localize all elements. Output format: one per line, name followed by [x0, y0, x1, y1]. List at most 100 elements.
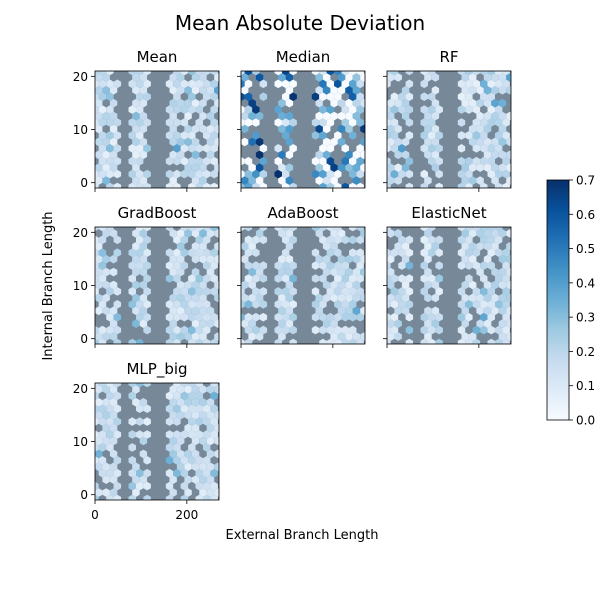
hexbin-cell: [405, 248, 414, 257]
hexbin-cell: [465, 235, 473, 245]
hexbin-cell: [315, 150, 323, 160]
hexbin-cell: [360, 293, 365, 303]
colorbar-tick-label: 0.5: [576, 242, 595, 256]
hexbin-cell: [248, 242, 256, 251]
hexbin-cell: [109, 385, 118, 394]
hexbin-cell: [274, 144, 282, 153]
hexbin-cell: [401, 163, 410, 172]
hexbin-cell: [139, 293, 148, 303]
hexbin-cell: [241, 137, 249, 147]
hexbin-cell: [214, 423, 219, 433]
hexbin-cell: [387, 254, 395, 264]
hexbin-cell: [95, 338, 99, 344]
hexbin-cell: [360, 254, 365, 264]
hexbin-cell: [113, 287, 122, 296]
hexbin-cell: [428, 325, 436, 335]
hexbin-cell: [106, 71, 114, 76]
hexbin-cell: [210, 144, 218, 153]
hexbin-cell: [203, 92, 211, 101]
hexbin-cell: [248, 137, 256, 147]
hexbin-cell: [188, 430, 196, 439]
hexbin-cell: [176, 293, 185, 303]
hexbin-cell: [334, 227, 342, 232]
hexbin-cell: [102, 229, 110, 238]
hexbin-cell: [188, 300, 196, 309]
hexbin-cell: [102, 293, 110, 303]
hexbin-cell: [465, 169, 473, 179]
hexbin-cell: [195, 79, 203, 89]
hexbin-cell: [136, 261, 144, 270]
hexbin-cell: [106, 494, 114, 500]
hexbin-cell: [337, 163, 346, 172]
hexbin-cell: [401, 242, 410, 251]
hexbin-cell: [136, 481, 144, 491]
hexbin-cell: [311, 325, 320, 335]
hexbin-cell: [398, 300, 406, 309]
hexbin-cell: [352, 111, 361, 121]
hexbin-cell: [106, 79, 114, 89]
hexbin-cell: [106, 325, 114, 335]
hexbin-cell: [132, 73, 140, 82]
hexbin-cell: [95, 430, 99, 439]
hexbin-cell: [210, 261, 218, 270]
hexbin-cell: [252, 274, 260, 283]
hexbin-cell: [285, 176, 294, 185]
hexbin-cell: [401, 111, 410, 121]
hexbin-cell: [387, 312, 391, 322]
hexbin-cell: [282, 274, 290, 283]
hexbin-cell: [210, 274, 218, 283]
hexbin-cell: [244, 338, 253, 344]
hexbin-cell: [102, 462, 110, 472]
hexbin-cell: [95, 274, 99, 283]
hexbin-cell: [428, 312, 436, 322]
hexbin-cell: [502, 156, 510, 166]
hexbin-cell: [285, 254, 294, 264]
hexbin-cell: [95, 417, 99, 426]
hexbin-cell: [274, 325, 282, 335]
hexbin-cell: [495, 169, 503, 179]
hexbin-cell: [468, 332, 477, 341]
hexbin-cell: [330, 319, 338, 328]
hexbin-cell: [95, 182, 99, 188]
hexbin-cell: [390, 71, 399, 76]
hexbin-cell: [113, 182, 122, 188]
hexbin-cell: [210, 92, 218, 101]
hexbin-cell: [188, 456, 196, 465]
y-tick-label: 10: [73, 279, 88, 293]
hexbin-cell: [109, 488, 118, 497]
hexbin-cell: [259, 182, 268, 188]
hexbin-cell: [255, 229, 264, 238]
hexbin-cell: [356, 182, 364, 188]
hexbin-cell: [341, 287, 349, 296]
hexbin-cell: [472, 144, 481, 153]
hexbin-cell: [387, 227, 391, 232]
hexbin-cell: [180, 131, 189, 140]
hexbin-cell: [143, 300, 151, 309]
hexbin-cell: [483, 280, 492, 290]
hexbin-cell: [132, 163, 140, 172]
hexbin-cell: [289, 338, 297, 344]
hexbin-cell: [188, 105, 196, 114]
hexbin-cell: [495, 71, 503, 76]
hexbin-cell: [203, 156, 211, 166]
hexbin-cell: [188, 383, 196, 388]
panel-median: Median: [237, 48, 366, 192]
hexbin-cell: [241, 118, 245, 127]
hexbin-cell: [322, 280, 331, 290]
hexbin-cell: [184, 462, 192, 472]
hexbin-cell: [487, 227, 495, 232]
hexbin-cell: [176, 398, 185, 407]
hexbin-cell: [349, 274, 357, 283]
hexbin-cell: [405, 300, 414, 309]
hexbin-cell: [195, 182, 203, 188]
hexbin-cell: [98, 300, 107, 309]
colorbar-tick-label: 0.0: [576, 414, 595, 428]
hexbin-cell: [259, 312, 268, 322]
hexbin-cell: [102, 332, 110, 341]
hexbin-cell: [199, 86, 207, 95]
hexbin-cell: [461, 254, 469, 264]
hexbin-cell: [106, 312, 114, 322]
hexbin-cell: [259, 92, 268, 101]
hexbin-cell: [169, 98, 177, 108]
hexbin-cell: [173, 156, 181, 166]
